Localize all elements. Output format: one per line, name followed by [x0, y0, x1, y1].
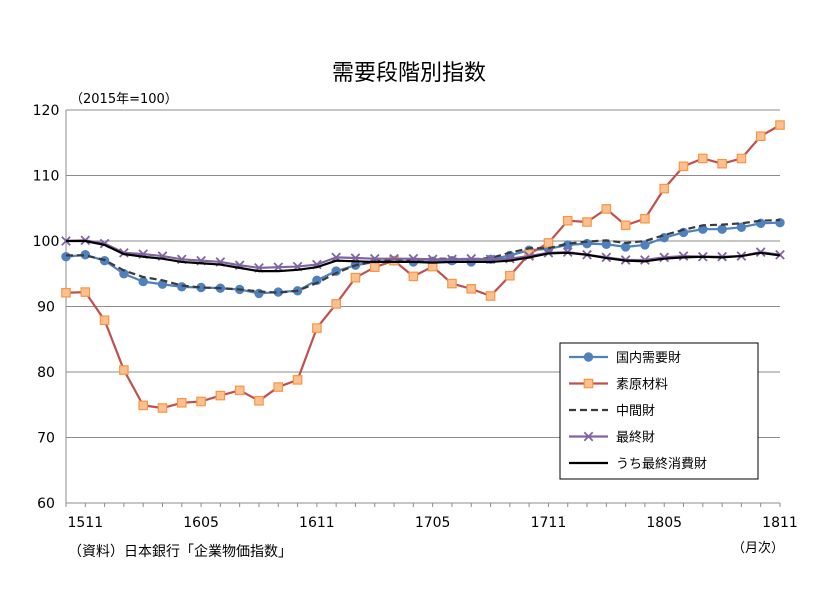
data-point	[138, 276, 148, 287]
data-point	[312, 275, 322, 285]
legend-item: 中間財	[569, 404, 655, 419]
data-point	[61, 287, 71, 298]
legend-label: 中間財	[616, 404, 655, 419]
data-point	[447, 278, 457, 289]
series-4	[61, 235, 785, 273]
data-point	[775, 120, 785, 130]
series-line	[66, 239, 781, 273]
data-point	[312, 323, 322, 333]
legend-item: うち最終消費財	[569, 456, 707, 472]
legend-label: 素原材料	[616, 378, 668, 393]
data-point	[80, 287, 91, 297]
series-2	[61, 120, 785, 413]
x-tick-label: 1811	[762, 515, 798, 531]
x-tick-label: 1705	[415, 515, 451, 531]
legend-item: 素原材料	[569, 378, 668, 393]
data-point	[640, 255, 650, 265]
y-tick-label: 80	[37, 365, 55, 381]
data-point	[61, 252, 71, 262]
data-point	[659, 233, 669, 243]
source-note: （資料）日本銀行「企業物価指数」	[68, 543, 292, 560]
data-point	[215, 390, 226, 401]
data-point	[99, 315, 110, 326]
data-point	[176, 397, 187, 408]
data-point	[350, 272, 361, 283]
series-5	[66, 239, 781, 273]
data-point	[582, 217, 592, 227]
data-point	[505, 270, 515, 281]
legend-item: 国内需要財	[569, 350, 681, 366]
y-tick-label: 90	[37, 300, 55, 316]
x-tick-label: 1605	[183, 515, 219, 531]
legend-label: うち最終消費財	[616, 456, 707, 472]
x-tick-label: 1711	[531, 515, 567, 531]
data-point	[273, 382, 284, 392]
data-point	[601, 204, 612, 214]
legend-marker	[583, 378, 594, 389]
data-point	[717, 224, 727, 234]
x-tick-label: 1805	[646, 515, 682, 531]
data-point	[698, 153, 708, 164]
data-point	[562, 215, 573, 226]
unit-note: （2015年=100）	[70, 92, 178, 107]
data-point	[736, 222, 747, 232]
data-point	[755, 131, 766, 141]
data-point	[408, 271, 419, 282]
chart-title: 需要段階別指数	[332, 61, 486, 86]
series-group	[61, 120, 785, 413]
data-point	[543, 238, 554, 248]
data-point	[659, 183, 670, 194]
data-point	[717, 158, 727, 169]
data-point	[678, 161, 689, 172]
data-point	[736, 153, 747, 164]
data-point	[369, 262, 380, 272]
data-point	[640, 240, 650, 250]
series-line	[65, 239, 781, 269]
data-point	[678, 251, 689, 261]
data-point	[234, 385, 245, 396]
x-tick-label: 1611	[299, 515, 335, 531]
data-point	[331, 299, 341, 309]
y-tick-label: 110	[33, 169, 60, 185]
x-tick-label: 1511	[67, 515, 103, 531]
data-point	[254, 396, 264, 406]
y-tick-label: 70	[37, 431, 55, 447]
data-point	[157, 403, 168, 413]
legend-label: 最終財	[616, 430, 655, 446]
legend-label: 国内需要財	[616, 350, 681, 366]
legend-item: 最終財	[569, 430, 655, 446]
legend-marker	[583, 352, 594, 362]
data-point	[119, 365, 129, 375]
legend-marker	[583, 431, 594, 442]
data-point	[138, 400, 148, 411]
y-tick-label: 100	[33, 234, 60, 250]
y-tick-label: 60	[37, 496, 55, 512]
data-point	[292, 375, 303, 385]
data-point	[196, 396, 206, 407]
data-point	[620, 220, 631, 231]
y-tick-label: 120	[33, 103, 60, 119]
data-point	[485, 291, 496, 301]
x-axis-label: （月次）	[732, 540, 784, 556]
data-point	[640, 213, 650, 224]
axes: 120 110 100 90 80 70 60 1511 1605 1611 1705 1711 180…	[33, 103, 798, 531]
data-point	[466, 284, 477, 294]
